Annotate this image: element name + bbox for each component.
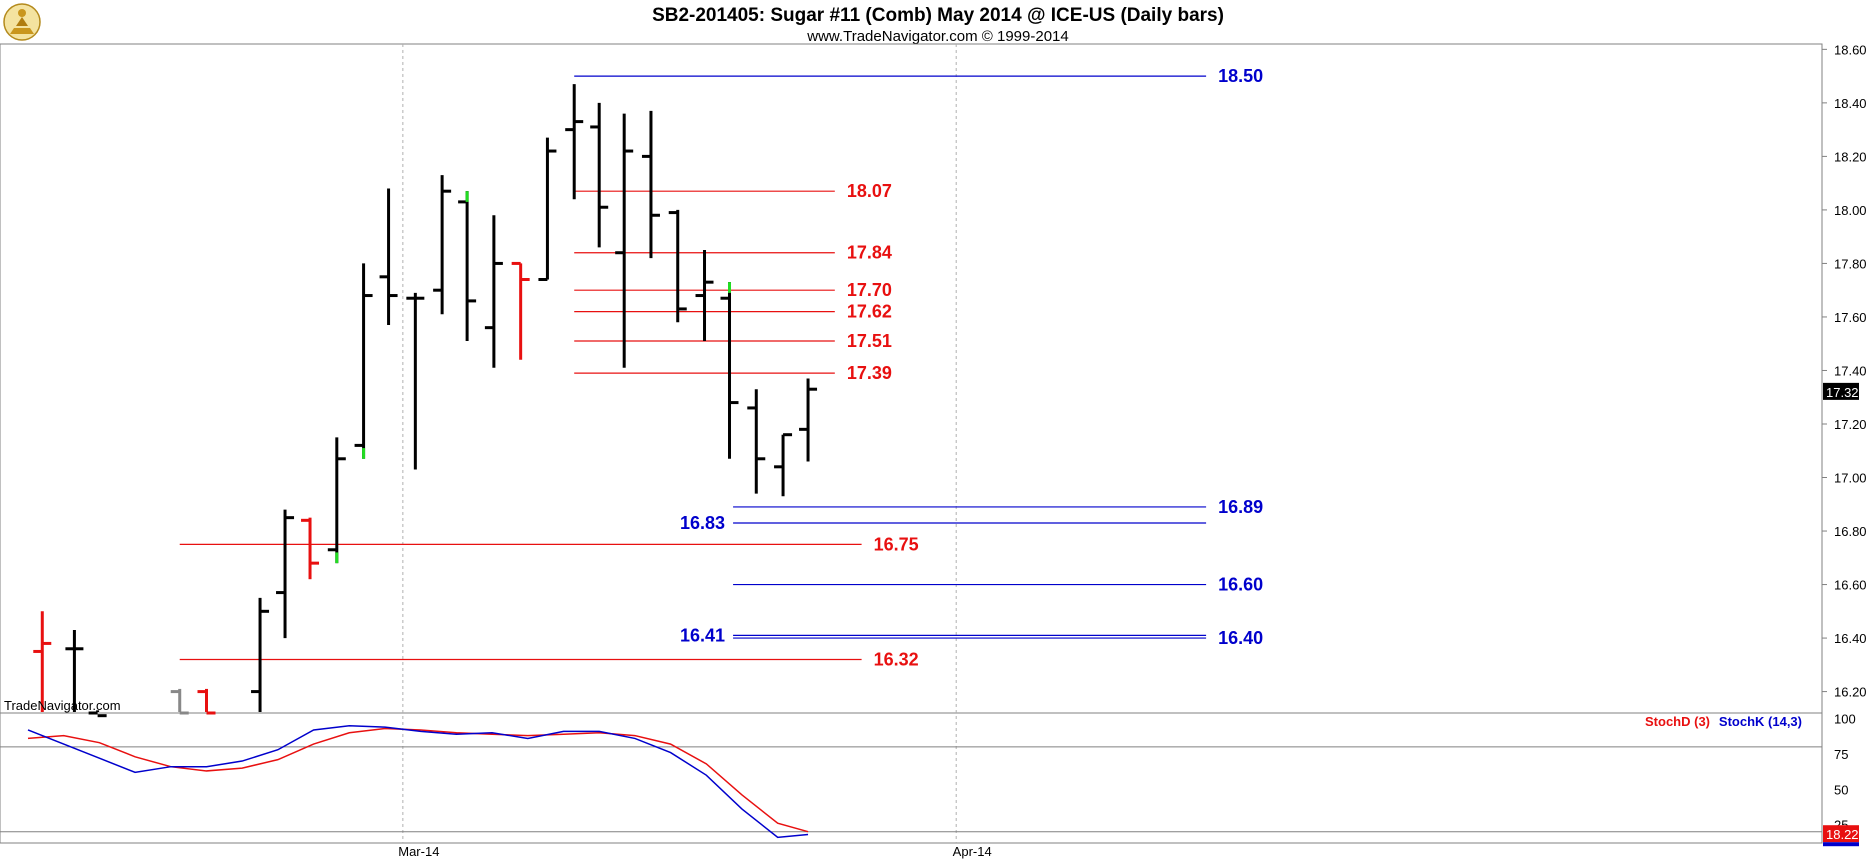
- ohlc-bar: [406, 292, 425, 470]
- level-label: 16.60: [1218, 575, 1263, 595]
- watermark-text: TradeNavigator.com: [4, 698, 121, 713]
- bars-layer: [33, 84, 818, 718]
- level-label: 16.41: [680, 625, 725, 645]
- level-label: 18.50: [1218, 66, 1263, 86]
- y-tick-label: 18.00: [1834, 203, 1867, 218]
- ohlc-bar: [695, 250, 714, 342]
- ohlc-bar: [197, 688, 216, 715]
- level-label: 16.83: [680, 513, 725, 533]
- ohlc-bar: [590, 102, 609, 248]
- oscillator-tick-label: 50: [1834, 782, 1848, 797]
- ohlc-bar: [641, 110, 660, 259]
- level-label: 16.40: [1218, 628, 1263, 648]
- legend-stoch-k: StochK (14,3): [1719, 714, 1802, 729]
- ohlc-bar: [276, 509, 295, 639]
- ohlc-bar: [301, 517, 320, 580]
- level-label: 17.84: [847, 243, 892, 263]
- ohlc-bar: [774, 433, 793, 497]
- x-tick-label: Apr-14: [953, 844, 992, 859]
- oscillator-value-box: [1823, 825, 1859, 843]
- chart-title: SB2-201405: Sugar #11 (Comb) May 2014 @ …: [652, 5, 1224, 26]
- ohlc-bar: [668, 209, 687, 323]
- ohlc-bar: [538, 137, 557, 281]
- ohlc-bar: [433, 175, 452, 315]
- y-tick-label: 18.40: [1834, 96, 1867, 111]
- ohlc-bar: [747, 389, 766, 494]
- y-tick-label: 17.80: [1834, 256, 1867, 271]
- level-label: 16.89: [1218, 497, 1263, 517]
- y-tick-label: 18.20: [1834, 149, 1867, 164]
- ohlc-bar: [615, 113, 634, 368]
- y-tick-label: 17.00: [1834, 471, 1867, 486]
- axis-layer: Mar-14 Apr-14 18.60 18.40 18.20 18.00 17.80 17.…: [398, 42, 1866, 859]
- y-tick-label: 17.60: [1834, 310, 1867, 325]
- oscillator-value-label: 18.22: [1826, 827, 1859, 842]
- oscillator-tick-label: 100: [1834, 712, 1856, 727]
- logo-icon: [3, 3, 41, 41]
- ohlc-bar: [33, 611, 52, 712]
- grid-layer: [402, 44, 957, 843]
- ohlc-bar: [170, 688, 189, 715]
- ohlc-bar: [65, 630, 84, 712]
- y-tick-label: 17.40: [1834, 363, 1867, 378]
- legend-stoch-d: StochD (3): [1645, 714, 1710, 729]
- y-tick-label: 16.20: [1834, 685, 1867, 700]
- x-tick-label: Mar-14: [398, 844, 439, 859]
- ohlc-bar: [88, 710, 107, 718]
- ohlc-bar: [565, 84, 584, 200]
- y-tick-label: 16.60: [1834, 578, 1867, 593]
- level-label: 17.51: [847, 331, 892, 351]
- ohlc-bar: [720, 282, 739, 459]
- oscillator-value-box-k: [1823, 842, 1859, 847]
- oscillator-panel-frame: [0, 712, 1823, 844]
- level-label: 16.75: [874, 534, 919, 554]
- ohlc-bar: [251, 597, 270, 712]
- oscillator-series-line: [27, 724, 809, 839]
- y-tick-label: 16.40: [1834, 631, 1867, 646]
- current-price-box: [1823, 382, 1859, 400]
- oscillator-layer: [0, 724, 1822, 839]
- y-tick-label: 18.60: [1834, 42, 1867, 57]
- ohlc-bar: [799, 378, 818, 462]
- ohlc-bar: [354, 263, 373, 459]
- ohlc-bar: [327, 437, 346, 564]
- ohlc-bar: [379, 188, 398, 325]
- level-label: 17.70: [847, 280, 892, 300]
- y-tick-label: 16.80: [1834, 524, 1867, 539]
- chart-subtitle: www.TradeNavigator.com © 1999-2014: [806, 28, 1068, 45]
- oscillator-series-line: [27, 727, 809, 833]
- level-label: 17.39: [847, 363, 892, 383]
- level-label: 17.62: [847, 302, 892, 322]
- ohlc-bar: [484, 215, 503, 368]
- ohlc-bar: [511, 261, 530, 360]
- oscillator-tick-label: 75: [1834, 747, 1848, 762]
- current-price-label: 17.32: [1826, 385, 1859, 400]
- level-label: 16.32: [874, 649, 919, 669]
- level-label: 18.07: [847, 181, 892, 201]
- y-tick-label: 17.20: [1834, 417, 1867, 432]
